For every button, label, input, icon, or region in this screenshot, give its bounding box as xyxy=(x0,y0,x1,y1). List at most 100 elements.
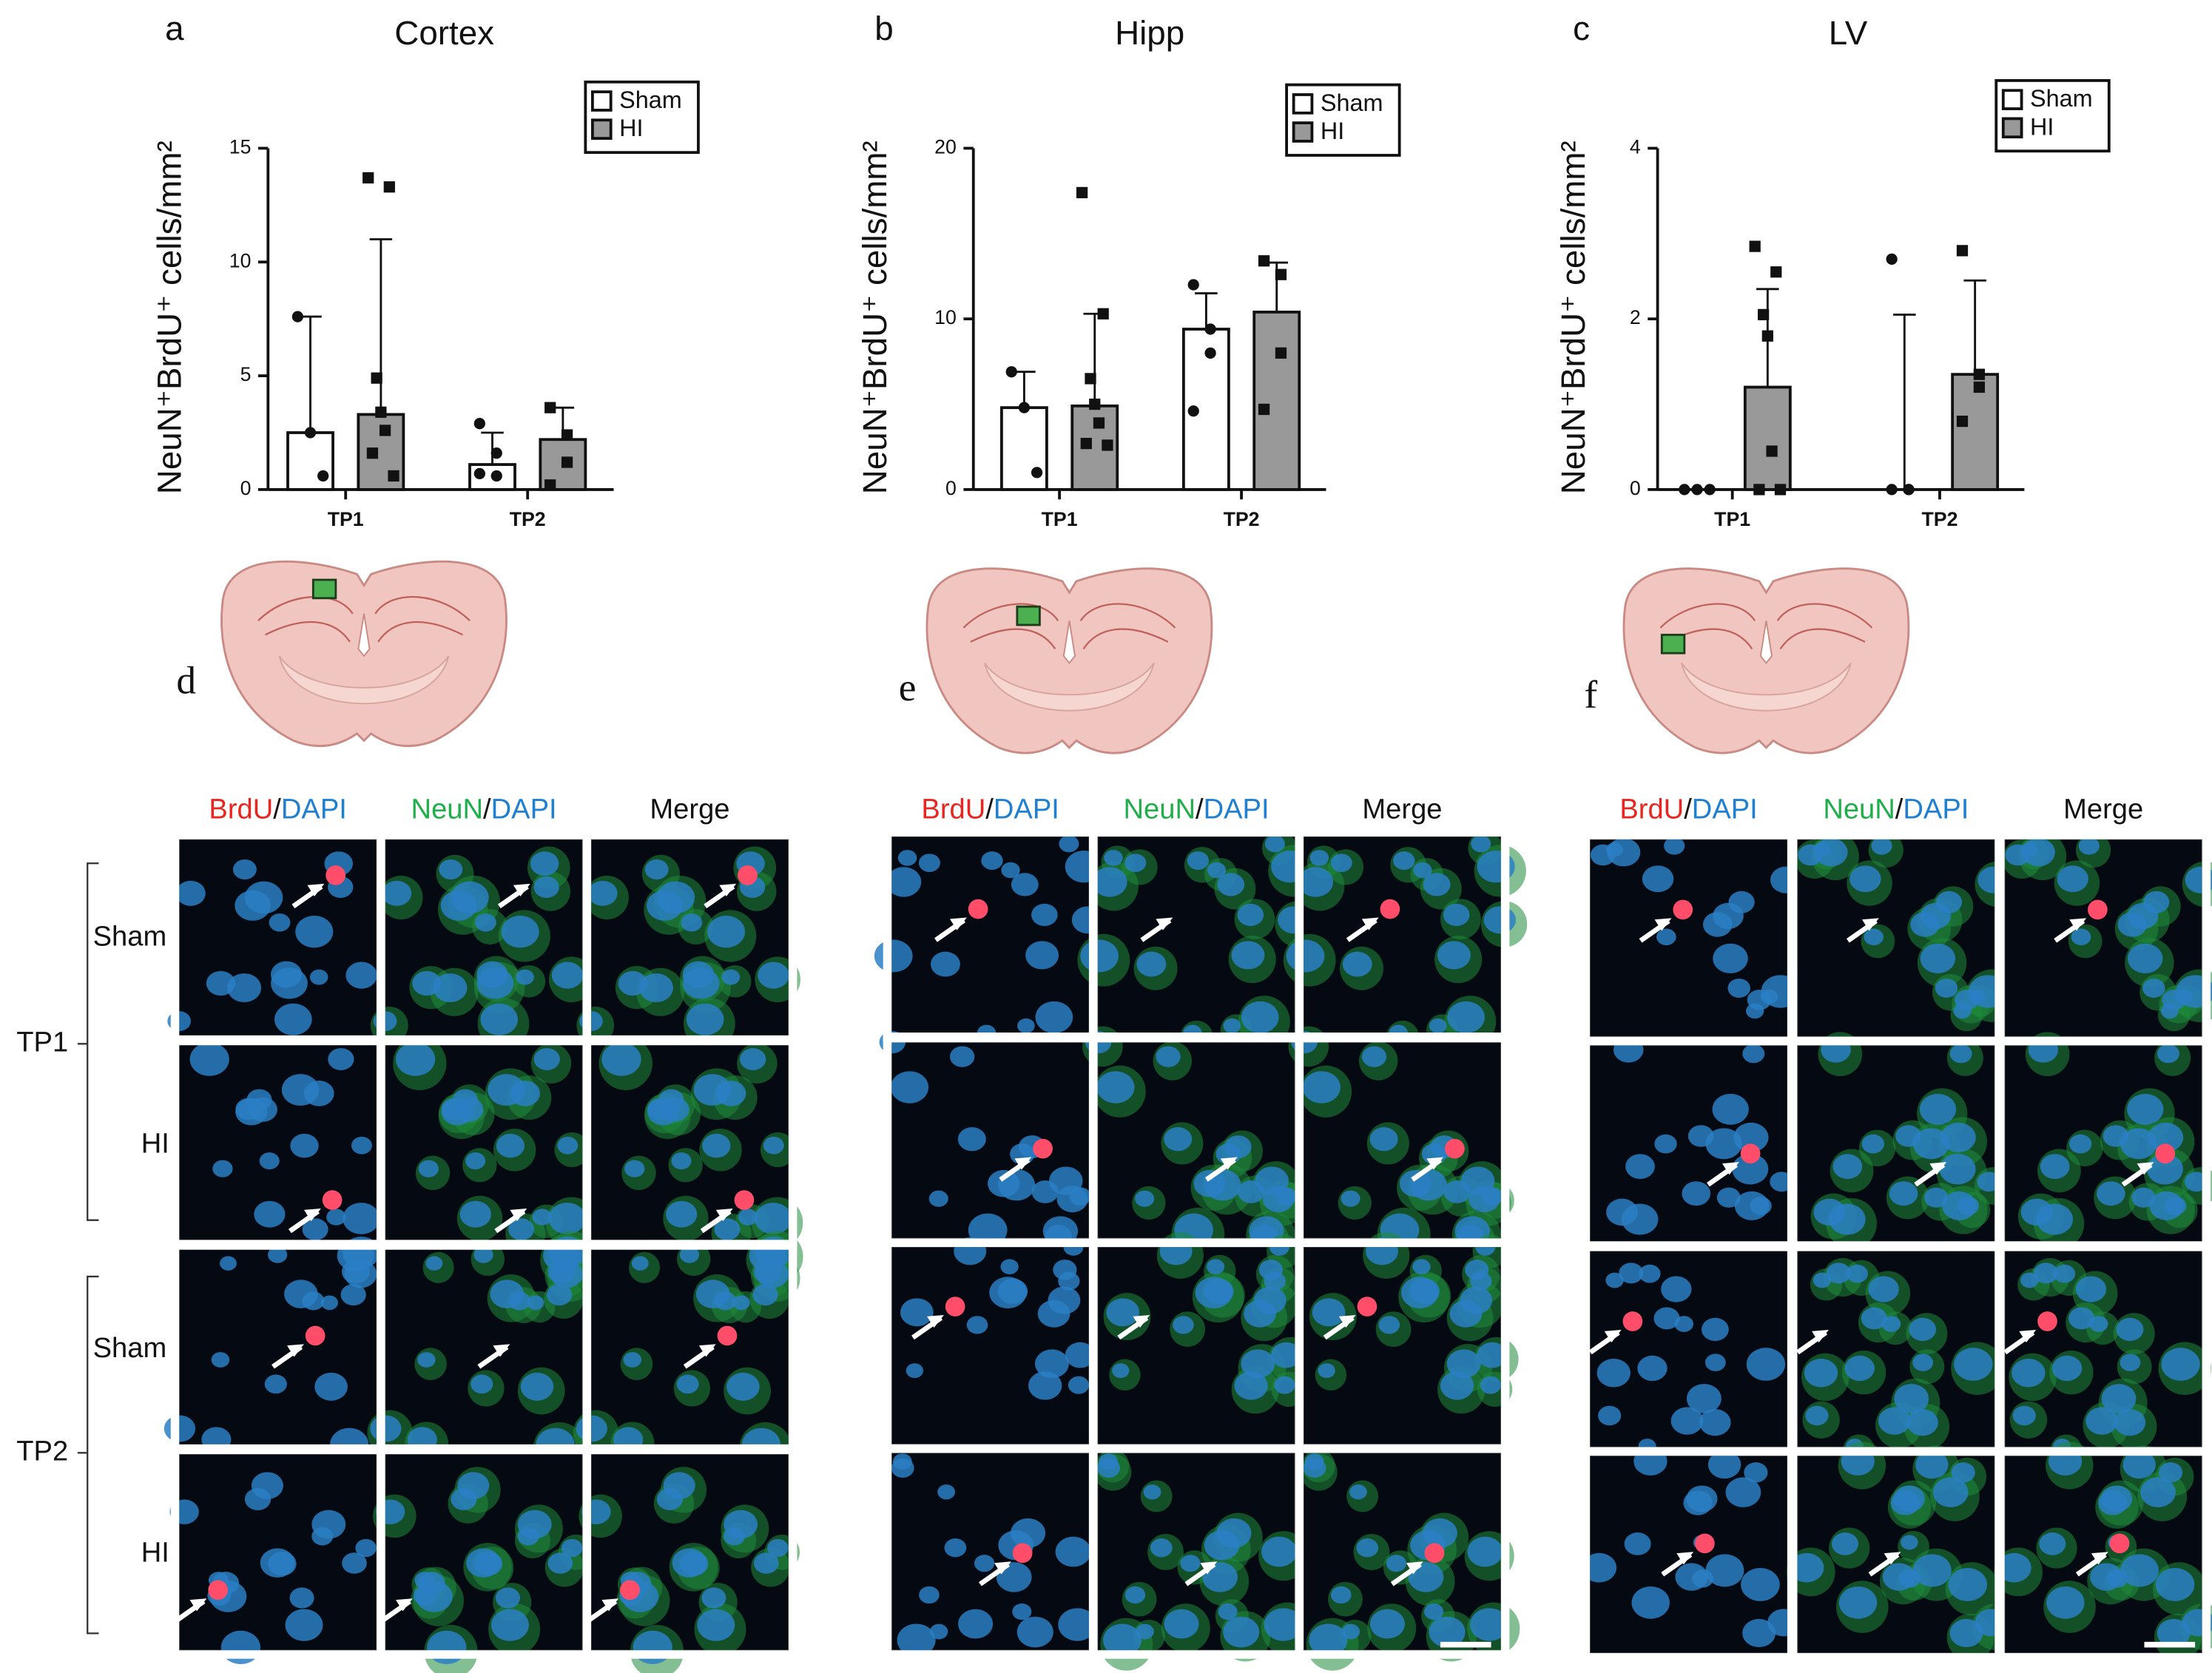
data-point xyxy=(490,447,502,459)
column-header: BrdU/DAPI xyxy=(921,794,1059,825)
panel-letter: c xyxy=(1573,10,1590,47)
nucleus xyxy=(355,1539,377,1557)
brdu-cell xyxy=(208,1580,228,1600)
nucleus xyxy=(477,967,514,998)
nucleus xyxy=(502,916,539,947)
nucleus xyxy=(1713,944,1747,973)
nucleus xyxy=(1631,1586,1670,1619)
nucleus xyxy=(451,882,488,914)
nucleus xyxy=(1035,1349,1069,1378)
nucleus xyxy=(664,1472,695,1499)
data-point xyxy=(1258,255,1270,267)
data-point xyxy=(388,470,399,482)
nucleus xyxy=(1813,1199,1845,1226)
arrowhead xyxy=(2091,1552,2108,1564)
nucleus xyxy=(1977,1172,2001,1192)
nucleus xyxy=(1263,1186,1294,1212)
nucleus xyxy=(929,1191,948,1207)
nucleus xyxy=(1298,867,1334,896)
nucleus xyxy=(304,1081,334,1106)
x-tick-label: TP1 xyxy=(1714,508,1750,530)
bar xyxy=(1743,385,1792,491)
nucleus xyxy=(557,1137,578,1155)
nucleus xyxy=(527,1295,544,1310)
nucleus xyxy=(1429,1018,1447,1033)
nucleus xyxy=(1204,1279,1234,1305)
data-point xyxy=(1080,437,1092,450)
arrowhead xyxy=(2069,918,2086,930)
gutter xyxy=(1581,831,2211,839)
nucleus xyxy=(419,1160,439,1177)
nucleus xyxy=(707,916,745,947)
nucleus xyxy=(1244,1300,1276,1328)
column-header: Merge xyxy=(1362,794,1442,825)
y-tick-label: 5 xyxy=(240,363,252,385)
micrograph-cells xyxy=(1994,1442,2212,1661)
data-point xyxy=(1187,279,1199,291)
brain-diagram xyxy=(1622,567,1910,754)
brain-diagram xyxy=(925,567,1213,754)
nucleus xyxy=(1915,1450,1948,1478)
nucleus xyxy=(2071,929,2091,946)
nucleus xyxy=(425,1256,442,1270)
nucleus xyxy=(2147,1154,2183,1185)
nucleus xyxy=(1234,1371,1267,1399)
error-bar xyxy=(299,315,322,433)
group-label: TP2 xyxy=(16,1435,68,1467)
nucleus xyxy=(680,1552,708,1576)
nucleus xyxy=(893,1453,912,1470)
nucleus xyxy=(491,1609,529,1641)
nucleus xyxy=(303,1218,328,1240)
nucleus xyxy=(1727,979,1750,998)
arrowhead xyxy=(1812,1330,1829,1342)
nucleus xyxy=(702,1134,730,1158)
error-bar xyxy=(481,431,504,465)
nucleus xyxy=(2162,990,2186,1010)
nucleus xyxy=(2076,1276,2106,1302)
legend-swatch xyxy=(2001,117,2023,139)
nucleus xyxy=(460,1201,491,1228)
nucleus xyxy=(1136,952,1166,977)
nucleus xyxy=(1597,1359,1631,1388)
nucleus xyxy=(480,1004,518,1035)
chart-title: LV xyxy=(1829,14,1868,52)
row-label: HI xyxy=(141,1537,169,1569)
nucleus xyxy=(233,859,257,879)
nucleus xyxy=(321,1295,338,1310)
arrowhead xyxy=(190,1598,207,1611)
nucleus xyxy=(1264,1272,1286,1291)
nucleus xyxy=(396,1042,435,1075)
nucleus xyxy=(1409,1279,1440,1305)
legend-label: Sham xyxy=(619,87,682,113)
nucleus xyxy=(1913,1554,1952,1586)
nucleus xyxy=(2161,1348,2199,1381)
nucleus xyxy=(1637,1356,1667,1381)
nucleus xyxy=(1001,1259,1019,1274)
nucleus xyxy=(1732,1154,1768,1185)
y-tick-label: 0 xyxy=(945,477,957,499)
nucleus xyxy=(1059,835,1079,852)
data-point xyxy=(1956,415,1969,427)
gutter xyxy=(883,828,1510,836)
nucleus xyxy=(733,1295,750,1310)
nucleus xyxy=(1156,1046,1180,1067)
nucleus xyxy=(1028,1371,1062,1399)
nucleus xyxy=(1936,891,1962,913)
nucleus xyxy=(981,851,1002,870)
nucleus xyxy=(1341,1191,1360,1207)
arrowhead xyxy=(510,1209,527,1221)
nucleus xyxy=(1080,940,1119,973)
nucleus xyxy=(1017,1617,1053,1648)
nucleus xyxy=(260,1152,280,1169)
nucleus xyxy=(1470,1272,1491,1291)
nucleus xyxy=(763,1137,784,1155)
data-point xyxy=(561,429,573,441)
data-point xyxy=(1766,445,1778,457)
nucleus xyxy=(900,1298,934,1326)
y-axis-label: NeuN⁺BrdU⁺ cells/mm² xyxy=(1554,141,1592,494)
nucleus xyxy=(2040,1154,2070,1179)
nucleus xyxy=(2013,1406,2036,1426)
nucleus xyxy=(2157,1619,2191,1647)
nucleus xyxy=(1224,1135,1251,1158)
nucleus xyxy=(417,1352,435,1368)
